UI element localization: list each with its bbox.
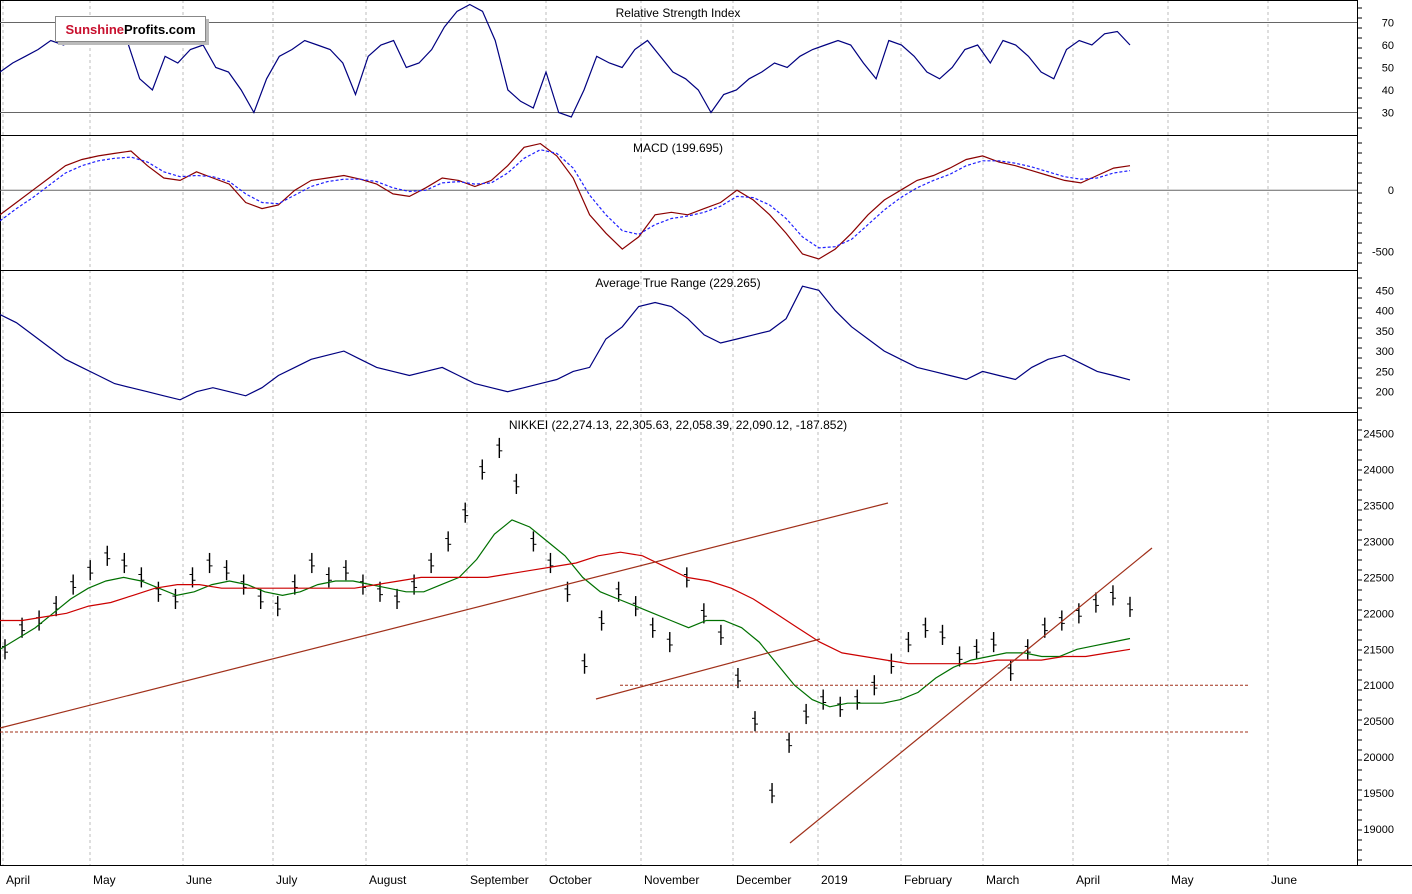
ma-slow-line (0, 551, 1131, 665)
y-tick-label: 24500 (1363, 429, 1394, 441)
trend-line (0, 502, 889, 729)
macd-signal-line (0, 149, 1131, 249)
y-tick-label: 23000 (1363, 536, 1394, 548)
label-layer: April May June July August September October No… (6, 6, 1394, 887)
y-tick-label: 22500 (1363, 572, 1394, 584)
y-tick-label: 0 (1388, 185, 1394, 197)
panel-title: Average True Range (229.265) (595, 276, 760, 290)
month-label: March (986, 873, 1019, 887)
month-label: July (276, 873, 297, 887)
ma-fast-line (0, 519, 1131, 708)
month-label: August (369, 873, 407, 887)
atr-line (0, 285, 1131, 401)
month-label: November (644, 873, 699, 887)
y-tick-label: 30 (1382, 108, 1394, 120)
month-label: February (904, 873, 952, 887)
panel-title: NIKKEI (22,274.13, 22,305.63, 22,058.39,… (509, 418, 847, 432)
brand-logo[interactable]: Sunshine Profits.com (55, 16, 206, 42)
trend-line (595, 638, 821, 700)
month-label: June (186, 873, 212, 887)
y-tick-label: -500 (1372, 247, 1394, 259)
month-label: December (736, 873, 791, 887)
month-label: May (1171, 873, 1194, 887)
month-label: June (1271, 873, 1297, 887)
y-tick-label: 400 (1376, 306, 1394, 318)
y-tick-label: 20500 (1363, 716, 1394, 728)
month-label: October (549, 873, 592, 887)
grid-layer (2, 0, 1269, 865)
panel-title: MACD (199.695) (633, 141, 723, 155)
month-label: April (6, 873, 30, 887)
brand-part-1: Sunshine (65, 21, 124, 37)
trend-line (789, 547, 1153, 844)
y-tick-label: 23500 (1363, 500, 1394, 512)
y-tick-label: 21500 (1363, 644, 1394, 656)
y-tick-label: 19000 (1363, 824, 1394, 836)
month-label: September (470, 873, 529, 887)
month-label: May (93, 873, 116, 887)
y-tick-label: 24000 (1363, 465, 1394, 477)
y-tick-label: 200 (1376, 387, 1394, 399)
month-label: April (1076, 873, 1100, 887)
y-tick-label: 21000 (1363, 680, 1394, 692)
y-tick-label: 70 (1382, 18, 1394, 30)
y-tick-label: 300 (1376, 346, 1394, 358)
marks-layer (0, 3, 1357, 844)
y-tick-label: 19500 (1363, 788, 1394, 800)
y-tick-label: 450 (1376, 285, 1394, 297)
y-tick-label: 20000 (1363, 752, 1394, 764)
y-tick-label: 350 (1376, 326, 1394, 338)
y-tick-label: 50 (1382, 63, 1394, 75)
y-tick-label: 250 (1376, 366, 1394, 378)
panel-frames (0, 0, 1412, 866)
y-tick-label: 60 (1382, 40, 1394, 52)
y-tick-label: 22000 (1363, 608, 1394, 620)
brand-part-2: Profits.com (124, 21, 196, 37)
month-label: 2019 (821, 873, 848, 887)
rsi-line (0, 3, 1131, 118)
panel-title: Relative Strength Index (616, 6, 741, 20)
y-tick-label: 40 (1382, 85, 1394, 97)
